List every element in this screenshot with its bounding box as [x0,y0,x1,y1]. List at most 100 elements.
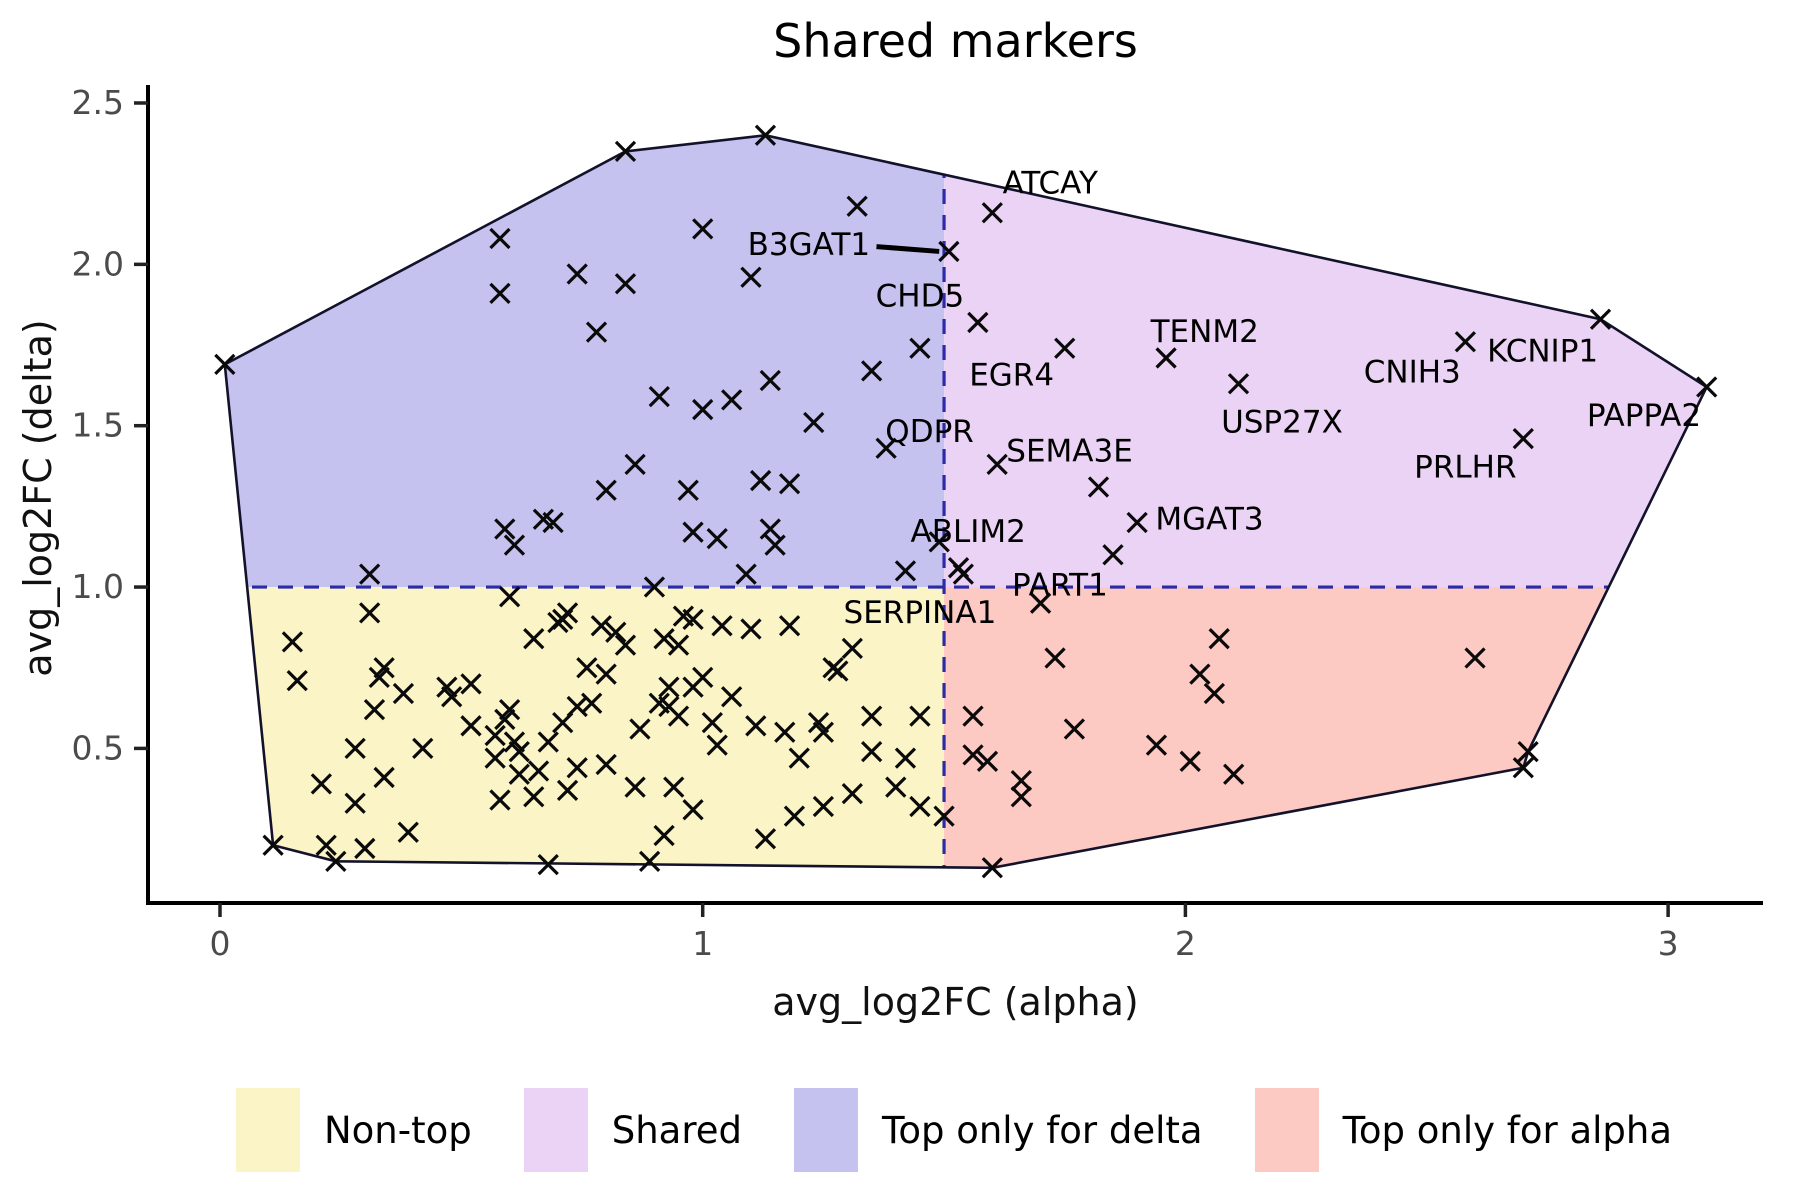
data-point-marker [682,676,704,698]
data-point-marker [740,618,762,640]
gene-point-marker [938,240,960,263]
data-point-marker [1102,544,1124,566]
y-tick-label: 1.0 [72,567,124,606]
chart-title: Shared markers [773,14,1138,68]
data-point-marker [1203,682,1225,705]
gene-label: USP27X [1221,404,1343,440]
data-point-marker [749,469,772,492]
gene-point-marker [1126,511,1148,534]
data-point-marker [498,586,521,608]
data-point-marker [523,786,545,808]
data-point-marker [653,628,675,650]
data-point-marker [595,753,617,776]
data-point-marker [214,353,236,376]
data-point-marker [489,282,511,305]
data-point-marker [614,273,637,295]
data-point-marker [711,615,733,637]
data-point-marker [344,737,366,760]
data-point-marker [595,479,617,501]
data-point-marker [885,776,907,798]
data-point-marker [1044,647,1066,669]
gene-label: TENM2 [1150,314,1259,350]
data-point-marker [556,779,579,801]
data-point-marker [682,799,704,821]
gene-label: MGAT3 [1155,501,1263,537]
data-point-marker [663,776,685,798]
region-top-only-alpha [944,587,1707,868]
data-point-marker [643,576,666,598]
gene-label: SERPINA1 [844,595,997,631]
data-point-marker [392,682,415,705]
legend-item: Shared [523,1088,742,1172]
data-point-marker [788,747,810,769]
data-point-marker [706,528,728,550]
data-point-marker [706,734,728,756]
gene-point-marker [1512,427,1534,450]
y-tick-label: 2.0 [72,244,124,283]
gene-label: PRLHR [1414,450,1516,486]
data-point-marker [397,821,419,843]
data-point-marker [1517,740,1539,763]
data-point-marker [861,705,883,727]
gene-point-marker [1589,308,1612,330]
gene-label: SEMA3E [1006,434,1133,470]
gene-label: PAPPA2 [1587,398,1701,434]
legend: Non-top Shared Top only for delta Top only … [235,1088,1673,1172]
data-point-marker [1512,757,1534,779]
data-point-marker [721,389,743,411]
y-tick-label: 0.5 [72,728,124,767]
legend-label: Non-top [323,1108,472,1152]
data-point-marker [721,686,743,708]
data-point-marker [363,699,386,721]
data-point-marker [566,263,588,285]
data-point-marker [484,747,506,769]
gene-point-marker [1227,373,1250,395]
data-point-marker [759,369,781,392]
data-point-marker [460,715,482,737]
data-point-marker [484,724,506,747]
data-point-marker [412,737,434,760]
data-point-marker [508,763,530,785]
x-axis-title: avg_log2FC (alpha) [772,980,1139,1024]
y-axis-title: avg_log2FC (delta) [16,319,60,677]
data-point-marker [581,692,603,714]
data-point-marker [614,634,637,656]
gene-label: B3GAT1 [748,227,870,263]
legend-item: Top only for delta [794,1088,1203,1172]
data-point-marker [745,715,767,737]
region-shared [944,135,1707,588]
gene-label: QDPR [885,414,974,450]
data-point-marker [861,360,883,382]
data-point-marker [629,718,651,740]
gene-point-marker [967,311,989,334]
data-point-marker [489,227,511,250]
gene-point-marker [1454,331,1477,353]
data-point-marker [962,705,984,727]
data-point-marker [1010,770,1032,792]
data-point-marker [1063,718,1086,740]
data-point-marker [909,705,931,727]
legend-swatch [794,1088,858,1172]
data-point-marker [778,615,801,637]
data-point-marker [286,670,308,692]
data-point-marker [1189,663,1211,685]
data-point-marker [692,218,714,240]
legend-swatch [523,1088,588,1172]
gene-point-marker [1696,376,1718,398]
data-point-marker [692,398,714,421]
data-point-marker [494,518,516,540]
gene-label: EGR4 [969,358,1054,394]
data-point-marker [759,518,781,540]
data-point-marker [638,850,661,872]
gene-label: KCNIP1 [1487,333,1598,369]
data-point-marker [894,560,917,582]
legend-item: Top only for alpha [1254,1088,1673,1172]
gene-point-marker [928,531,950,553]
data-point-marker [542,511,564,534]
legend-label: Top only for alpha [1342,1108,1673,1152]
data-point-marker [556,602,579,624]
legend-swatch [1254,1088,1319,1172]
data-point-marker [537,731,559,753]
data-point-marker [1208,628,1230,650]
